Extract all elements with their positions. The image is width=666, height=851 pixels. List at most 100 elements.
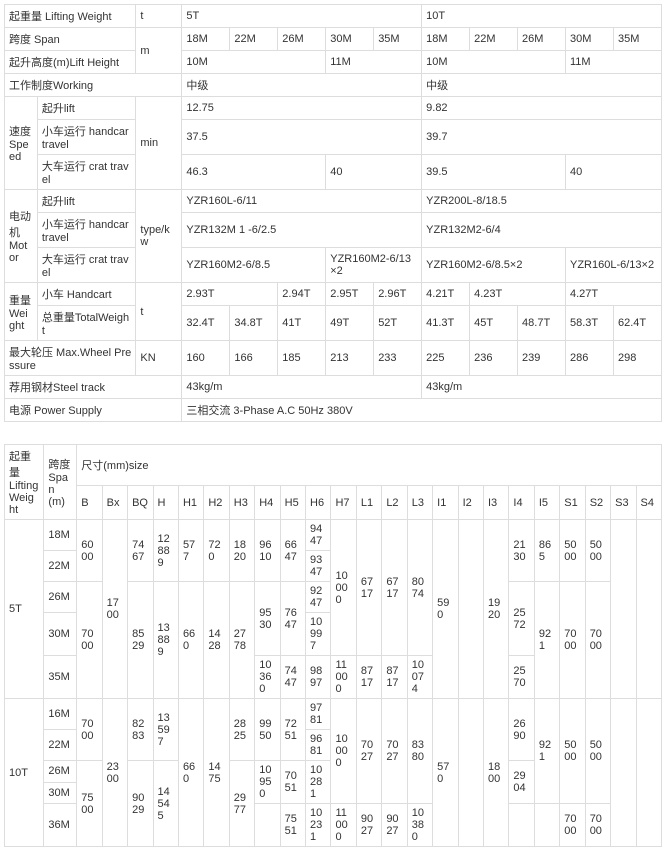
table-row: 起重量LiftingWeight跨度Span(m)尺寸(mm)size xyxy=(5,445,662,486)
table-row: 5T18M60001700746712889577720182096106647… xyxy=(5,520,662,551)
cell: 4.27T xyxy=(566,283,662,306)
cell: 10M xyxy=(182,51,326,74)
cell: 35M xyxy=(613,28,661,51)
table-row: 电动机Motor起升lifttype/kwYZR160L-6/11YZR200L… xyxy=(5,190,662,213)
cell: 225 xyxy=(422,341,470,376)
cell: 236 xyxy=(470,341,518,376)
cell: 22M xyxy=(230,28,278,51)
spec-table-dims: 起重量LiftingWeight跨度Span(m)尺寸(mm)size BBxB… xyxy=(4,444,662,847)
cell: 26M xyxy=(518,28,566,51)
cell: 4.23T xyxy=(470,283,566,306)
table-row: 荐用钢材Steel track43kg/m43kg/m xyxy=(5,376,662,399)
cell: 166 xyxy=(230,341,278,376)
col-header: 跨度Span(m) xyxy=(44,445,77,520)
row-label: 小车运行 handcar travel xyxy=(37,120,136,155)
col-header: I4 xyxy=(509,486,534,520)
group-label: 重量Weight xyxy=(5,283,38,341)
cell: 35M xyxy=(374,28,422,51)
row-label: 总重量TotalWeight xyxy=(37,306,136,341)
cell: 39.7 xyxy=(422,120,662,155)
spec-table-main: 起重量 Lifting Weightt5T10T 跨度 Spanm18M22M2… xyxy=(4,4,662,422)
col-header: S2 xyxy=(585,486,610,520)
cell: 41.3T xyxy=(422,306,470,341)
cell: 185 xyxy=(278,341,326,376)
col-header: H1 xyxy=(178,486,203,520)
col-header: H5 xyxy=(280,486,305,520)
cell: 286 xyxy=(566,341,614,376)
col-header: S4 xyxy=(636,486,661,520)
cell: 32.4T xyxy=(182,306,230,341)
cell: 239 xyxy=(518,341,566,376)
cell: 11M xyxy=(326,51,422,74)
cell: YZR160M2-6/8.5×2 xyxy=(422,248,566,283)
row-label: 起升lift xyxy=(37,97,136,120)
row-label: 小车 Handcart xyxy=(37,283,136,306)
cell: 39.5 xyxy=(422,155,566,190)
cell: 41T xyxy=(278,306,326,341)
row-label: 小车运行 handcar travel xyxy=(37,213,136,248)
col-header: H6 xyxy=(306,486,331,520)
unit: type/kw xyxy=(136,190,182,283)
col-header: H3 xyxy=(229,486,254,520)
cell: 2.96T xyxy=(374,283,422,306)
group-label: 10T xyxy=(5,699,44,847)
cell: 30M xyxy=(566,28,614,51)
cell: 4.21T xyxy=(422,283,470,306)
col-header: H7 xyxy=(331,486,356,520)
cell: YZR160L-6/11 xyxy=(182,190,422,213)
cell: 40 xyxy=(326,155,422,190)
cell: YZR200L-8/18.5 xyxy=(422,190,662,213)
cell: 10T xyxy=(422,5,662,28)
cell: 18M xyxy=(44,520,77,551)
row-label: 起升高度(m)Lift Height xyxy=(5,51,136,74)
group-label: 电动机Motor xyxy=(5,190,38,283)
table-row: 小车运行 handcar travel37.539.7 xyxy=(5,120,662,155)
table-row: 起重量 Lifting Weightt5T10T xyxy=(5,5,662,28)
col-header: I5 xyxy=(534,486,559,520)
table-row: 电源 Power Supply三相交流 3-Phase A.C 50Hz 380… xyxy=(5,399,662,422)
table-row: BBxBQHH1H2H3H4H5H6H7L1L2L3I1I2I3I4I5S1S2… xyxy=(5,486,662,520)
row-label: 大车运行 crat travel xyxy=(37,248,136,283)
col-header: S1 xyxy=(560,486,585,520)
table-row: 工作制度Working中级中级 xyxy=(5,74,662,97)
col-header: 尺寸(mm)size xyxy=(77,445,662,486)
col-header: H xyxy=(153,486,178,520)
group-label: 速度Speed xyxy=(5,97,38,190)
row-label: 电源 Power Supply xyxy=(5,399,182,422)
col-header: L3 xyxy=(407,486,432,520)
cell: 48.7T xyxy=(518,306,566,341)
cell: 26M xyxy=(278,28,326,51)
cell: 52T xyxy=(374,306,422,341)
table-row: 跨度 Spanm18M22M26M30M35M18M22M26M30M35M xyxy=(5,28,662,51)
cell: 2.94T xyxy=(278,283,326,306)
cell: 中级 xyxy=(422,74,662,97)
table-row: 大车运行 crat travel46.34039.540 xyxy=(5,155,662,190)
cell: 10M xyxy=(422,51,566,74)
cell: 11M xyxy=(566,51,662,74)
col-header: I3 xyxy=(484,486,509,520)
col-header: H4 xyxy=(255,486,280,520)
col-header: Bx xyxy=(102,486,127,520)
cell: 46.3 xyxy=(182,155,326,190)
cell: 34.8T xyxy=(230,306,278,341)
row-label: 起重量 Lifting Weight xyxy=(5,5,136,28)
cell: 43kg/m xyxy=(182,376,422,399)
col-header: BQ xyxy=(128,486,153,520)
col-header: H2 xyxy=(204,486,229,520)
unit: t xyxy=(136,5,182,28)
cell: 中级 xyxy=(182,74,422,97)
table-row: 小车运行 handcar travelYZR132M 1 -6/2.5YZR13… xyxy=(5,213,662,248)
col-header: L2 xyxy=(382,486,407,520)
unit: KN xyxy=(136,341,182,376)
col-header: 起重量LiftingWeight xyxy=(5,445,44,520)
cell: 30M xyxy=(326,28,374,51)
cell: YZR160M2-6/8.5 xyxy=(182,248,326,283)
unit: m xyxy=(136,28,182,74)
cell: YZR160M2-6/13×2 xyxy=(326,248,422,283)
unit: min xyxy=(136,97,182,190)
cell: 18M xyxy=(422,28,470,51)
cell: 45T xyxy=(470,306,518,341)
table-row: 最大轮压 Max.Wheel PressureKN160166185213233… xyxy=(5,341,662,376)
cell: 12.75 xyxy=(182,97,422,120)
cell: 49T xyxy=(326,306,374,341)
